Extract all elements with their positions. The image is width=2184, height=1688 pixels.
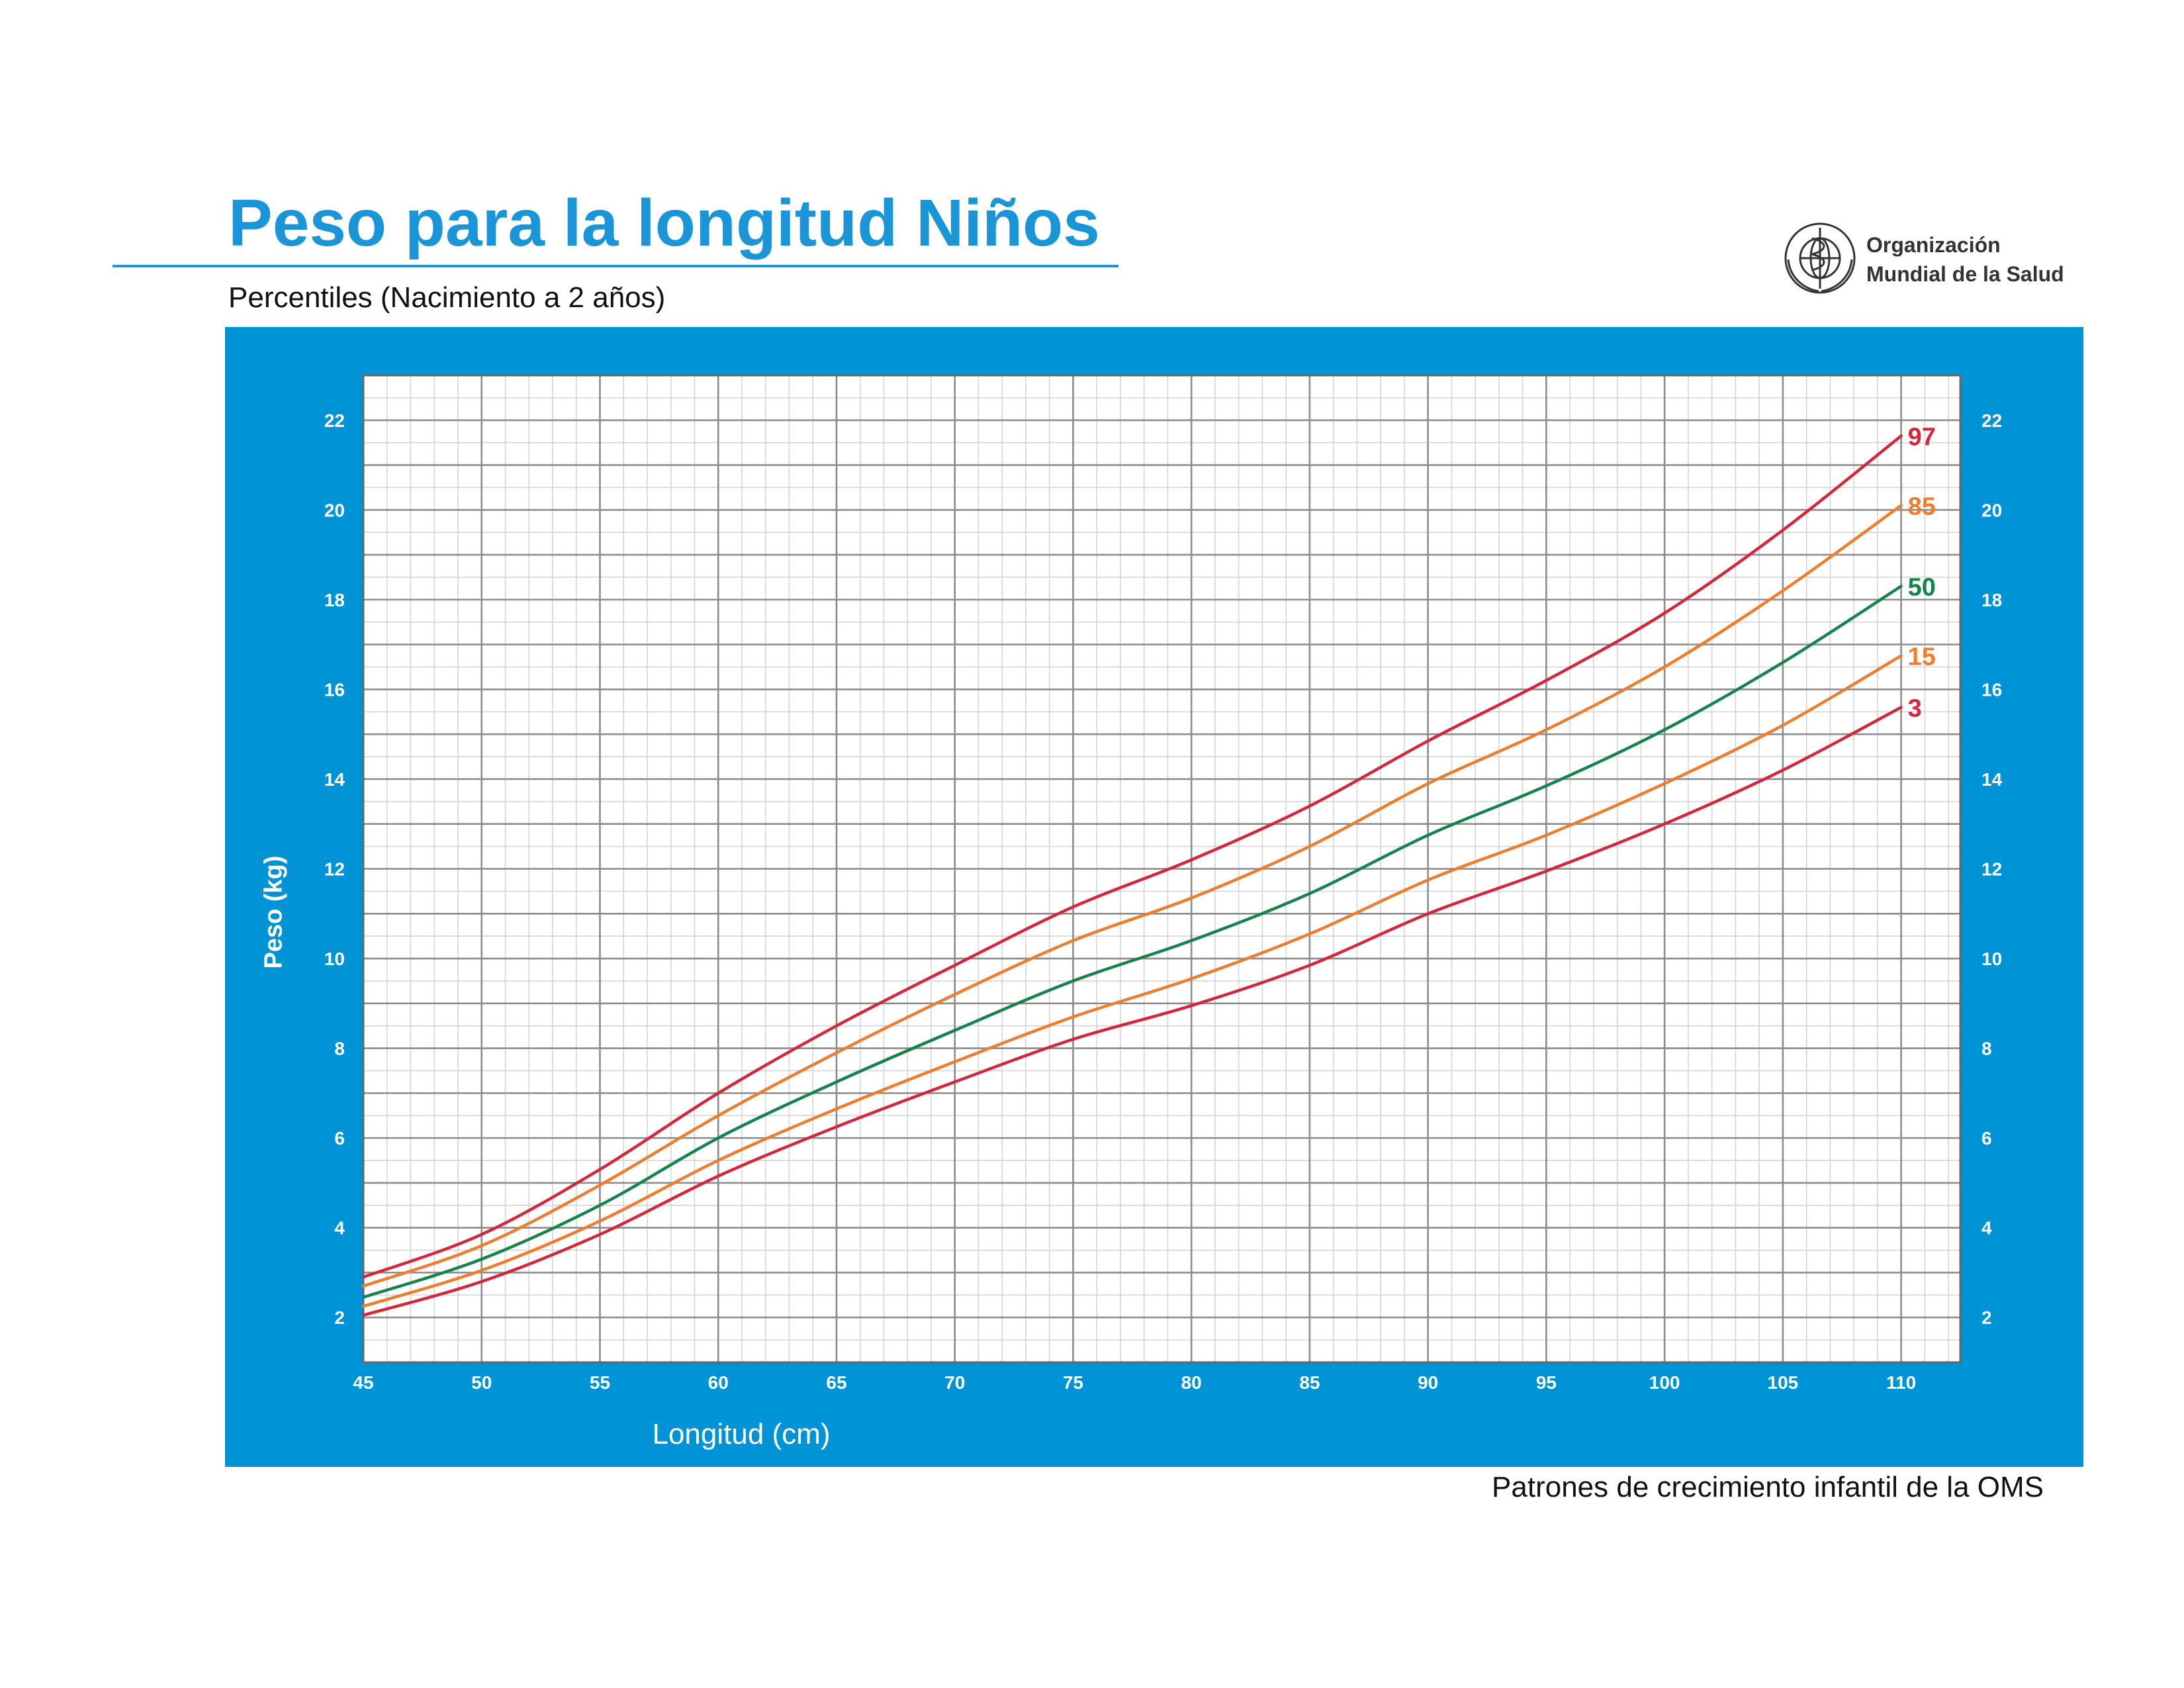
plot-frame (362, 374, 1962, 1364)
percentile-line-15 (361, 654, 1903, 1308)
x-tick-label: 90 (1418, 1372, 1438, 1393)
x-tick-label: 65 (826, 1372, 846, 1393)
org-name-line1: Organización (1866, 233, 2001, 257)
x-tick-label: 95 (1536, 1372, 1557, 1393)
x-tick-label: 85 (1299, 1372, 1320, 1393)
title-underline (113, 265, 1118, 267)
percentile-line-97 (361, 434, 1903, 1279)
y-tick-label-right: 16 (1981, 679, 2002, 700)
percentile-label-50: 50 (1908, 574, 1936, 602)
y-tick-label-left: 14 (324, 769, 345, 790)
x-tick-label: 55 (590, 1372, 610, 1393)
x-tick-label: 75 (1063, 1372, 1083, 1393)
y-tick-label-right: 8 (1981, 1039, 1992, 1059)
y-tick-label-right: 22 (1981, 410, 2002, 431)
y-tick-label-left: 12 (324, 859, 345, 880)
footer-note: Patrones de crecimiento infantil de la O… (1492, 1471, 2044, 1503)
who-logo: Organización Mundial de la Salud (1780, 218, 2071, 305)
percentile-line-50 (361, 585, 1903, 1299)
page-title: Peso para la longitud Niños (228, 186, 1100, 260)
y-tick-label-left: 22 (324, 410, 345, 431)
y-tick-label-left: 8 (334, 1039, 345, 1059)
x-tick-label: 105 (1768, 1372, 1799, 1393)
y-tick-label-left: 2 (334, 1307, 345, 1328)
y-tick-label-right: 6 (1981, 1128, 1992, 1149)
y-tick-label-left: 10 (324, 949, 345, 969)
y-tick-label-right: 18 (1981, 590, 2002, 610)
y-tick-label-left: 6 (334, 1128, 345, 1149)
y-tick-label-right: 10 (1981, 949, 2002, 969)
percentile-line-85 (361, 504, 1903, 1288)
y-tick-label-right: 14 (1981, 769, 2003, 790)
y-tick-label-right: 20 (1981, 500, 2002, 520)
x-tick-label: 60 (708, 1372, 729, 1393)
y-tick-label-right: 2 (1981, 1307, 1992, 1328)
y-tick-label-right: 4 (1981, 1218, 1992, 1239)
y-tick-label-left: 18 (324, 590, 345, 610)
percentile-label-97: 97 (1908, 423, 1936, 451)
y-tick-label-left: 16 (324, 679, 345, 700)
who-emblem-icon (1784, 222, 1856, 294)
org-name-line2: Mundial de la Salud (1866, 262, 2064, 286)
y-tick-label-left: 20 (324, 500, 345, 520)
x-tick-label: 80 (1181, 1372, 1202, 1393)
percentile-line-3 (361, 706, 1903, 1317)
x-tick-label: 100 (1649, 1372, 1680, 1393)
x-tick-label: 110 (1886, 1372, 1916, 1393)
x-tick-label: 70 (944, 1372, 965, 1393)
page-subtitle: Percentiles (Nacimiento a 2 años) (228, 281, 666, 314)
org-name: Organización Mundial de la Salud (1866, 230, 2064, 289)
y-tick-label-left: 4 (334, 1218, 345, 1239)
x-axis-label: Longitud (cm) (652, 1418, 831, 1450)
y-axis-label: Peso (kg) (259, 855, 288, 969)
percentile-label-85: 85 (1908, 493, 1936, 521)
x-tick-label: 45 (353, 1372, 373, 1393)
y-tick-label-right: 12 (1981, 859, 2002, 880)
x-tick-label: 50 (471, 1372, 492, 1393)
percentile-label-3: 3 (1908, 695, 1922, 723)
percentile-label-15: 15 (1908, 643, 1936, 671)
